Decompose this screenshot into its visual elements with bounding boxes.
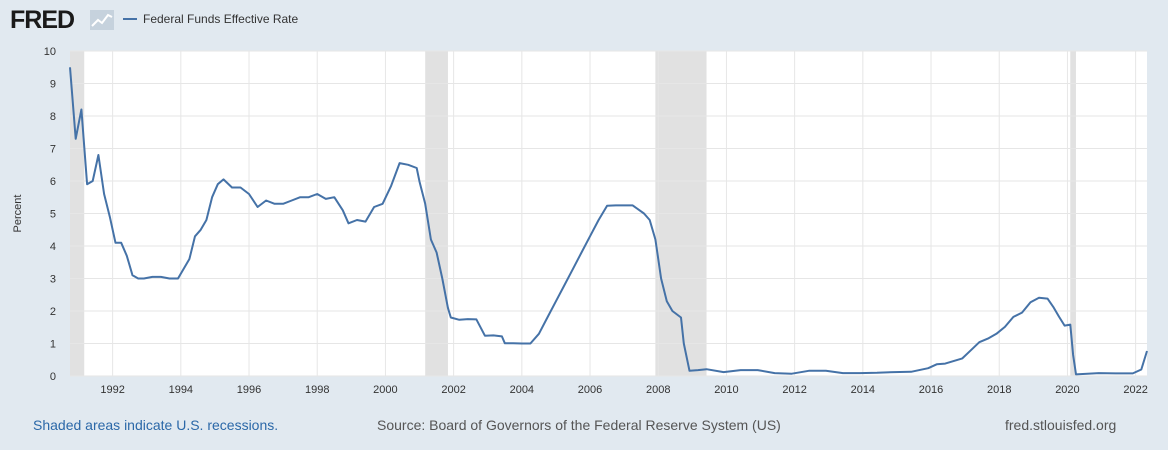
x-tick-label-5: 2002 (441, 384, 465, 396)
chart-header: FRED Federal Funds Effective Rate (0, 0, 1168, 40)
legend-swatch (123, 18, 137, 20)
chart-footer: Shaded areas indicate U.S. recessions. S… (0, 414, 1168, 438)
y-tick-label-5: 5 (50, 209, 56, 221)
series-line-1 (69, 67, 1148, 376)
site-link[interactable]: fred.stlouisfed.org (1005, 417, 1117, 433)
legend-label: Federal Funds Effective Rate (143, 12, 299, 26)
y-tick-label-9: 9 (50, 79, 56, 91)
x-tick-label-0: 1992 (100, 384, 124, 396)
y-tick-label-10: 10 (44, 46, 56, 58)
y-tick-label-4: 4 (50, 241, 56, 253)
x-tick-label-8: 2008 (646, 384, 670, 396)
x-tick-label-6: 2004 (510, 384, 534, 396)
source-note: Source: Board of Governors of the Federa… (377, 417, 781, 433)
legend[interactable]: Federal Funds Effective Rate (123, 10, 298, 28)
x-tick-label-14: 2020 (1055, 384, 1079, 396)
y-tick-label-8: 8 (50, 111, 56, 123)
y-tick-label-1: 1 (50, 339, 56, 351)
x-tick-label-9: 2010 (714, 384, 738, 396)
y-axis-label: Percent (12, 195, 24, 233)
x-tick-label-12: 2016 (919, 384, 943, 396)
x-tick-label-11: 2014 (851, 384, 875, 396)
x-tick-label-13: 2018 (987, 384, 1011, 396)
x-tick-label-7: 2006 (578, 384, 602, 396)
y-tick-label-3: 3 (50, 274, 56, 286)
x-tick-label-2: 1996 (237, 384, 261, 396)
chart: 0 1 2 3 4 5 6 7 8 9 10 1992 1994 1996 1998 2000 2002 2004… (12, 46, 1148, 396)
x-tick-label-15: 2022 (1123, 384, 1147, 396)
x-tick-label-1: 1994 (169, 384, 193, 396)
x-tick-label-10: 2012 (782, 384, 806, 396)
y-tick-label-2: 2 (50, 306, 56, 318)
fred-logo[interactable]: FRED (10, 6, 75, 34)
x-tick-label-3: 1998 (305, 384, 329, 396)
line-chart-icon (90, 10, 114, 30)
recession-note-link[interactable]: Shaded areas indicate U.S. recessions. (33, 417, 279, 433)
y-tick-label-7: 7 (50, 144, 56, 156)
x-tick-label-4: 2000 (373, 384, 397, 396)
y-tick-label-6: 6 (50, 176, 56, 188)
y-tick-label-0: 0 (50, 371, 56, 383)
